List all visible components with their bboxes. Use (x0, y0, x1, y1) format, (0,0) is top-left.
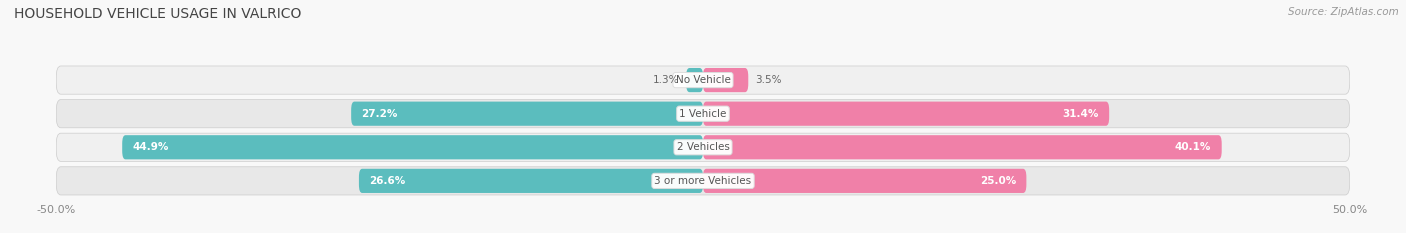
Text: 44.9%: 44.9% (132, 142, 169, 152)
Text: 1 Vehicle: 1 Vehicle (679, 109, 727, 119)
FancyBboxPatch shape (56, 167, 1350, 195)
Text: 40.1%: 40.1% (1175, 142, 1212, 152)
FancyBboxPatch shape (686, 68, 703, 92)
Text: HOUSEHOLD VEHICLE USAGE IN VALRICO: HOUSEHOLD VEHICLE USAGE IN VALRICO (14, 7, 301, 21)
Text: 27.2%: 27.2% (361, 109, 398, 119)
Text: 31.4%: 31.4% (1063, 109, 1099, 119)
FancyBboxPatch shape (359, 169, 703, 193)
Text: 1.3%: 1.3% (654, 75, 679, 85)
Text: 3 or more Vehicles: 3 or more Vehicles (654, 176, 752, 186)
FancyBboxPatch shape (352, 102, 703, 126)
Text: 3.5%: 3.5% (755, 75, 782, 85)
Text: 2 Vehicles: 2 Vehicles (676, 142, 730, 152)
Text: 25.0%: 25.0% (980, 176, 1017, 186)
FancyBboxPatch shape (703, 169, 1026, 193)
FancyBboxPatch shape (703, 135, 1222, 159)
FancyBboxPatch shape (56, 99, 1350, 128)
FancyBboxPatch shape (703, 68, 748, 92)
FancyBboxPatch shape (56, 66, 1350, 94)
FancyBboxPatch shape (703, 102, 1109, 126)
Text: 26.6%: 26.6% (370, 176, 405, 186)
FancyBboxPatch shape (56, 133, 1350, 161)
Text: Source: ZipAtlas.com: Source: ZipAtlas.com (1288, 7, 1399, 17)
Text: No Vehicle: No Vehicle (675, 75, 731, 85)
FancyBboxPatch shape (122, 135, 703, 159)
